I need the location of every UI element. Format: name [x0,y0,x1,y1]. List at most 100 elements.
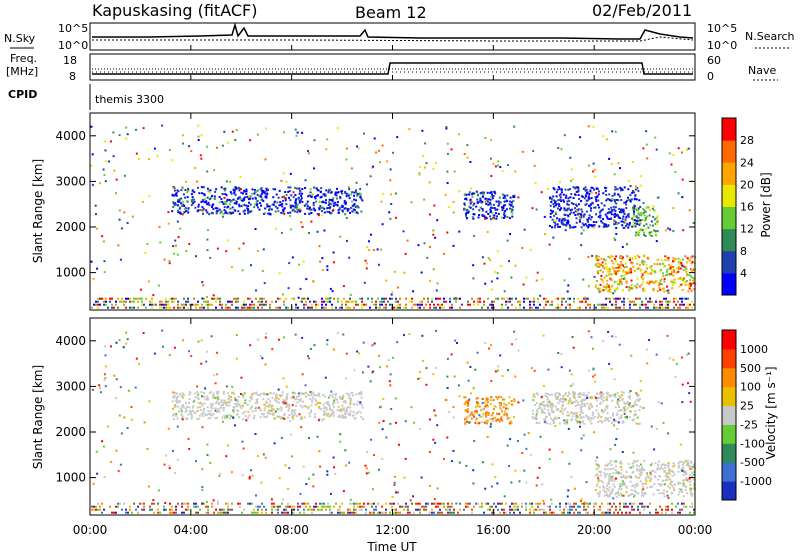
range-cell [576,401,579,404]
range-cell [607,417,609,420]
range-cell [588,198,591,201]
range-cell [673,300,675,303]
range-cell [684,283,687,286]
range-cell [649,233,652,236]
range-cell [276,201,279,204]
range-cell [195,502,197,505]
range-cell [181,396,184,399]
range-cell [229,300,231,303]
range-cell [681,288,684,291]
range-cell [296,203,299,206]
range-cell [332,411,335,414]
range-cell [575,186,578,189]
range-cell [624,218,627,221]
range-cell [479,505,481,508]
range-cell [275,396,278,398]
range-cell [588,164,590,167]
range-cell [280,179,283,182]
range-cell [543,412,546,415]
range-cell [576,416,579,419]
range-cell [183,205,186,207]
range-cell [367,365,370,368]
range-cell [594,196,597,199]
range-cell [463,153,466,155]
range-cell [606,473,609,476]
range-cell [348,394,351,397]
range-cell [493,418,495,421]
range-cell [549,303,551,306]
range-cell [631,161,634,163]
range-cell [689,461,692,464]
range-cell [227,397,230,400]
range-cell [597,270,600,273]
range-cell [169,297,171,300]
range-cell [693,288,696,290]
range-cell [547,404,550,407]
range-cell [589,224,592,226]
range-cell [569,226,572,229]
range-cell [680,263,683,266]
range-cell [435,329,438,332]
range-cell [123,303,125,306]
range-cell [609,448,612,451]
range-cell [326,268,329,271]
range-cell [620,189,622,192]
range-cell [585,195,588,198]
range-cell [603,511,605,514]
range-cell [237,395,240,398]
range-cell [232,416,235,419]
range-cell [451,303,453,306]
range-cell [433,502,435,505]
range-cell [193,400,196,403]
range-cell [434,161,437,164]
range-cell [492,203,495,206]
range-cell [172,206,175,208]
range-cell [573,391,576,394]
range-cell [497,418,500,421]
range-cell [597,420,600,423]
range-cell [606,197,609,200]
range-cell [396,286,399,289]
range-cell [673,278,676,281]
range-cell [231,386,234,388]
range-cell [425,505,427,508]
range-cell [288,405,291,408]
range-cell [615,202,618,205]
range-cell [256,455,259,457]
range-cell [382,420,385,422]
range-cell [557,186,560,189]
colorbar-swatch [722,228,736,252]
range-cell [238,189,241,192]
range-cell [535,409,538,412]
range-cell [648,339,651,341]
range-cell [682,470,685,473]
range-cell [571,505,573,508]
range-cell [688,287,691,290]
range-cell [640,469,643,472]
range-cell [605,193,608,196]
range-cell [389,217,392,220]
range-cell [687,147,690,150]
range-cell [565,422,568,425]
range-cell [494,271,497,273]
range-cell [112,155,115,158]
range-cell [309,508,311,511]
range-cell [187,209,189,212]
range-cell [311,306,313,309]
range-cell [627,297,629,300]
range-cell [272,203,275,206]
range-cell [651,207,654,210]
range-cell [593,188,596,191]
range-cell [251,474,254,477]
range-cell [405,303,407,306]
range-cell [201,206,204,209]
range-cell [185,409,188,412]
range-cell [669,266,672,269]
range-cell [625,203,628,206]
range-cell [543,511,545,514]
range-cell [559,505,561,508]
range-cell [635,257,638,260]
range-cell [167,306,169,309]
range-cell [557,303,559,306]
range-cell [254,410,257,412]
